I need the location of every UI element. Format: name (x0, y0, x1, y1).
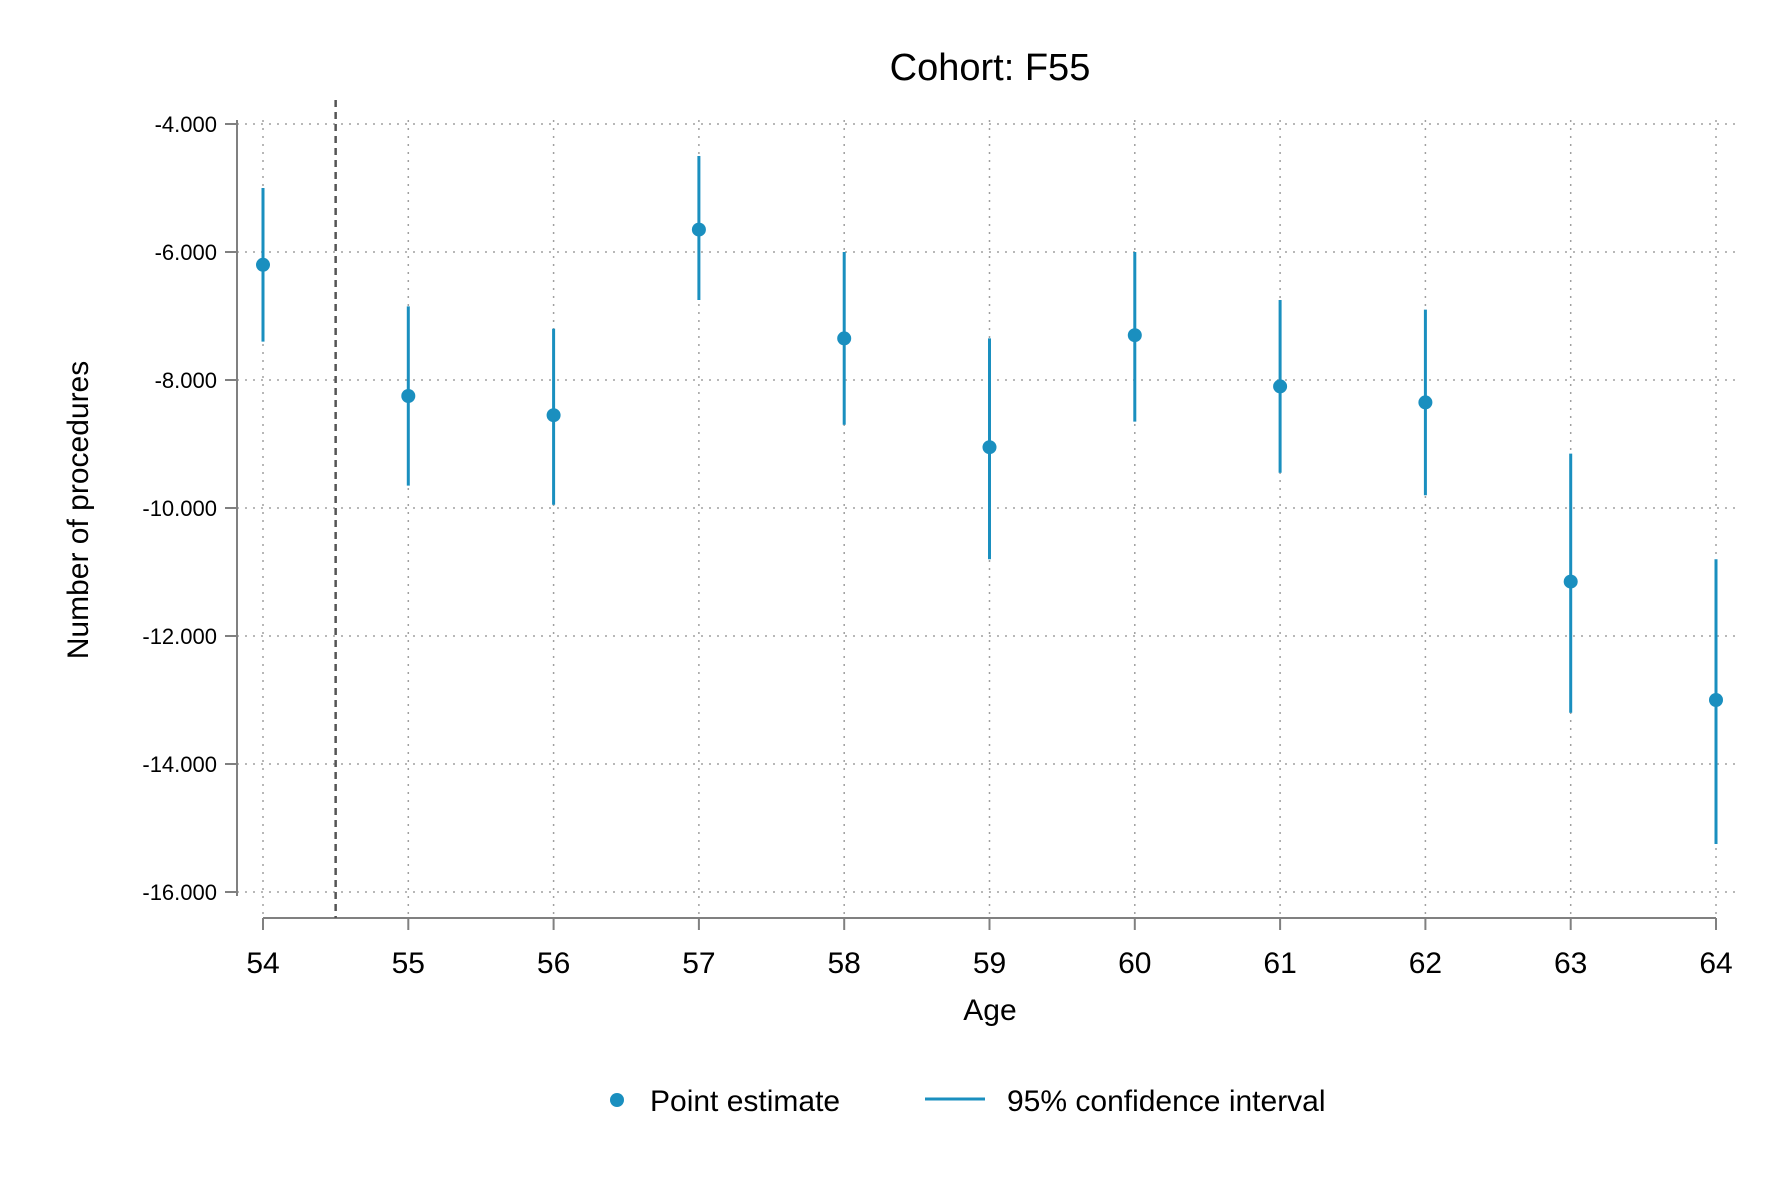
point-estimate (1709, 693, 1723, 707)
legend: Point estimate 95% confidence interval (610, 1085, 1326, 1118)
y-axis-label: Number of procedures (62, 361, 95, 659)
legend-ci-label: 95% confidence interval (1007, 1085, 1326, 1118)
x-tick-label: 63 (1554, 947, 1587, 980)
point-estimate (691, 222, 706, 237)
x-tick-label: 60 (1118, 947, 1151, 980)
point-estimate (256, 257, 270, 272)
point-estimate (546, 408, 561, 423)
point-estimate (1563, 574, 1578, 589)
point-estimate (1273, 379, 1288, 394)
y-tick-label: -4.000 (155, 112, 217, 137)
x-tick-label: 61 (1263, 947, 1296, 980)
x-tick-label: 62 (1409, 947, 1442, 980)
grid (237, 120, 1736, 918)
point-estimate (1418, 395, 1433, 410)
x-tick-label: 59 (973, 947, 1006, 980)
y-tick-label: -16.000 (142, 880, 217, 905)
point-estimate (1127, 328, 1142, 343)
chart-title: Cohort: F55 (890, 47, 1091, 89)
y-tick-label: -8.000 (155, 368, 217, 393)
point-estimate (982, 440, 997, 455)
y-tick-label: -12.000 (142, 624, 217, 649)
x-tick-label: 58 (828, 947, 861, 980)
x-tick-label: 55 (392, 947, 425, 980)
x-tick-label: 64 (1699, 947, 1732, 980)
legend-point-label: Point estimate (650, 1085, 840, 1118)
legend-point-swatch (610, 1093, 624, 1107)
x-tick-label: 54 (246, 947, 279, 980)
x-tick-label: 56 (537, 947, 570, 980)
x-tick-label: 57 (682, 947, 715, 980)
y-tick-label: -10.000 (142, 496, 217, 521)
point-estimate (837, 331, 852, 346)
x-axis-label: Age (963, 994, 1016, 1027)
data-marks (256, 156, 1723, 844)
y-tick-label: -14.000 (142, 752, 217, 777)
y-tick-label: -6.000 (155, 240, 217, 265)
axes: -4.000 -6.000 -8.000 -10.000 -12.000 -14.000 -… (142, 112, 1732, 980)
point-estimate (401, 389, 416, 403)
